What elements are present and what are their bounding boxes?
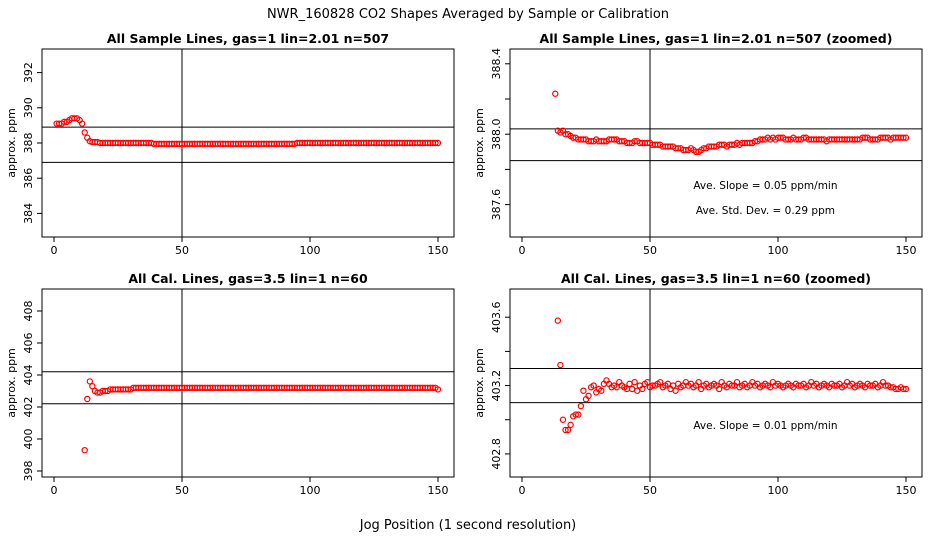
data-point: [434, 139, 442, 147]
x-tick-label: 100: [300, 484, 321, 497]
y-tick-label: 403.2: [490, 370, 503, 402]
panel-annotation: Ave. Slope = 0.01 ppm/min: [693, 420, 837, 432]
data-series: [554, 317, 910, 434]
data-point: [657, 378, 664, 386]
data-point: [564, 426, 572, 434]
y-tick-label: 403.6: [490, 301, 503, 333]
y-tick-label: 402: [22, 397, 35, 418]
y-tick-label: 392: [22, 62, 35, 83]
data-point: [557, 361, 564, 369]
x-tick-label: 50: [175, 244, 189, 257]
x-tick-label: 100: [768, 484, 789, 497]
data-point: [902, 385, 910, 393]
y-tick-label: 400: [22, 429, 35, 450]
data-point: [728, 382, 736, 389]
data-point: [567, 421, 574, 429]
data-point: [900, 385, 907, 393]
y-axis-label: approx. ppm: [473, 108, 486, 178]
data-point: [81, 447, 88, 454]
panel-title: All Sample Lines, gas=1 lin=2.01 n=507: [107, 31, 389, 46]
data-point: [559, 416, 567, 423]
data-point: [634, 387, 641, 394]
data-point: [86, 378, 94, 385]
x-tick-label: 0: [51, 244, 58, 257]
data-point: [432, 139, 439, 147]
data-point: [580, 387, 587, 394]
data-point: [644, 378, 651, 386]
x-tick-label: 150: [428, 244, 449, 257]
data-point: [639, 385, 646, 393]
data-series: [552, 90, 910, 155]
y-tick-label: 398: [22, 461, 35, 482]
data-point: [575, 411, 582, 418]
data-point: [626, 380, 633, 388]
panel-annotation: Ave. Slope = 0.05 ppm/min: [693, 180, 837, 192]
y-axis-label: approx. ppm: [473, 348, 486, 418]
data-point: [84, 395, 91, 403]
plot-frame: [509, 288, 923, 478]
data-point: [598, 387, 605, 394]
panel-title: All Sample Lines, gas=1 lin=2.01 n=507 (…: [540, 31, 893, 46]
x-tick-label: 0: [519, 244, 526, 257]
figure-title: NWR_160828 CO2 Shapes Averaged by Sample…: [267, 7, 669, 22]
data-point: [902, 134, 910, 141]
x-tick-label: 100: [768, 244, 789, 257]
data-point: [585, 392, 592, 400]
x-tick-label: 50: [175, 484, 189, 497]
data-series: [81, 378, 442, 454]
y-tick-label: 388.0: [490, 118, 503, 150]
y-tick-label: 408: [22, 301, 35, 322]
data-point: [89, 383, 96, 390]
y-tick-label: 404: [22, 365, 35, 386]
plot-frame: [509, 48, 923, 238]
y-tick-label: 386: [22, 168, 35, 189]
y-tick-label: 388.4: [490, 48, 503, 80]
panel-annotation: Ave. Std. Dev. = 0.29 ppm: [696, 205, 835, 217]
x-tick-label: 50: [643, 244, 657, 257]
y-axis-label: approx. ppm: [5, 348, 18, 418]
x-tick-label: 0: [519, 484, 526, 497]
x-tick-label: 150: [428, 484, 449, 497]
data-point: [78, 120, 86, 127]
x-tick-label: 150: [896, 244, 917, 257]
data-point: [552, 90, 559, 97]
y-tick-label: 390: [22, 97, 35, 118]
y-tick-label: 384: [22, 203, 35, 224]
data-point: [81, 129, 88, 136]
x-tick-label: 50: [643, 484, 657, 497]
y-tick-label: 402.8: [490, 438, 503, 470]
y-tick-label: 387.6: [490, 189, 503, 221]
data-point: [628, 385, 636, 393]
panel-1: All Sample Lines, gas=1 lin=2.01 n=507 0 5…: [5, 31, 455, 257]
data-series: [53, 115, 442, 148]
figure-xlabel: Jog Position (1 second resolution): [359, 518, 577, 533]
panel-3: All Cal. Lines, gas=3.5 lin=1 n=60 0 50 100…: [5, 271, 455, 497]
panel-title: All Cal. Lines, gas=3.5 lin=1 n=60: [128, 271, 368, 286]
data-point: [577, 402, 585, 410]
data-point: [631, 378, 638, 386]
y-tick-label: 406: [22, 333, 35, 354]
data-point: [572, 411, 579, 418]
data-point: [562, 426, 569, 434]
panel-title: All Cal. Lines, gas=3.5 lin=1 n=60 (zoom…: [561, 271, 871, 286]
data-point: [900, 134, 907, 141]
data-point: [695, 378, 702, 386]
data-point: [434, 386, 442, 393]
data-point: [733, 378, 741, 386]
data-point: [715, 385, 723, 393]
panel-2: All Sample Lines, gas=1 lin=2.01 n=507 (…: [473, 31, 923, 257]
data-point: [672, 387, 679, 394]
panel-4: All Cal. Lines, gas=3.5 lin=1 n=60 (zoom…: [473, 271, 923, 497]
plot-frame: [41, 288, 455, 478]
x-tick-label: 0: [51, 484, 58, 497]
x-tick-label: 100: [300, 244, 321, 257]
x-tick-label: 150: [896, 484, 917, 497]
data-point: [554, 317, 562, 324]
y-tick-label: 388: [22, 133, 35, 154]
y-axis-label: approx. ppm: [5, 108, 18, 178]
data-point: [590, 382, 597, 389]
